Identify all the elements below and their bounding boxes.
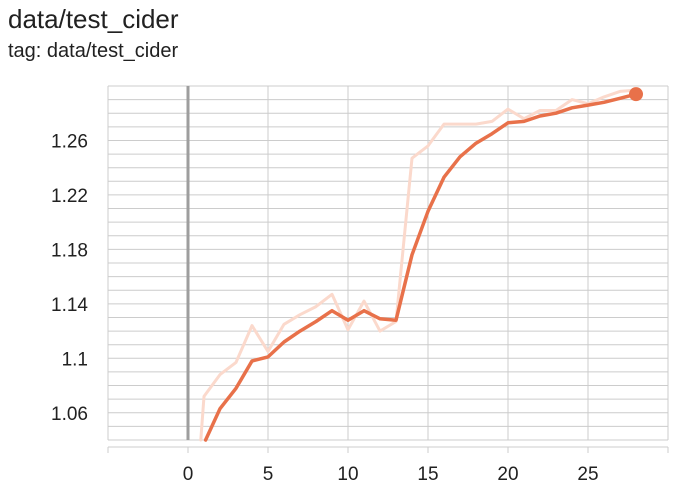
y-tick-label: 1.06	[51, 404, 88, 425]
series-lines	[199, 87, 643, 442]
raw-series-line	[199, 88, 638, 442]
x-tick-label: 10	[337, 464, 358, 485]
smoothed-series-line	[203, 92, 638, 442]
y-tick-label: 1.1	[62, 349, 88, 370]
x-tick-label: 0	[183, 464, 194, 485]
axes	[107, 86, 669, 453]
y-tick-label: 1.14	[51, 295, 88, 316]
grid-lines	[107, 85, 669, 441]
last-point-marker	[629, 87, 643, 102]
x-tick-label: 20	[497, 464, 518, 485]
y-tick-label: 1.22	[51, 186, 88, 207]
x-tick-label: 5	[263, 464, 274, 485]
x-tick-label: 25	[577, 464, 598, 485]
x-tick-label: 15	[417, 464, 438, 485]
chart-title: data/test_cider	[8, 4, 179, 34]
y-tick-label: 1.18	[51, 240, 88, 261]
y-tick-label: 1.26	[51, 131, 88, 152]
tick-labels: 0 5 10 15 20 25 1.06 1.1 1.14 1.18 1.22 1.26	[51, 131, 599, 485]
chart-subtitle: tag: data/test_cider	[8, 40, 179, 62]
